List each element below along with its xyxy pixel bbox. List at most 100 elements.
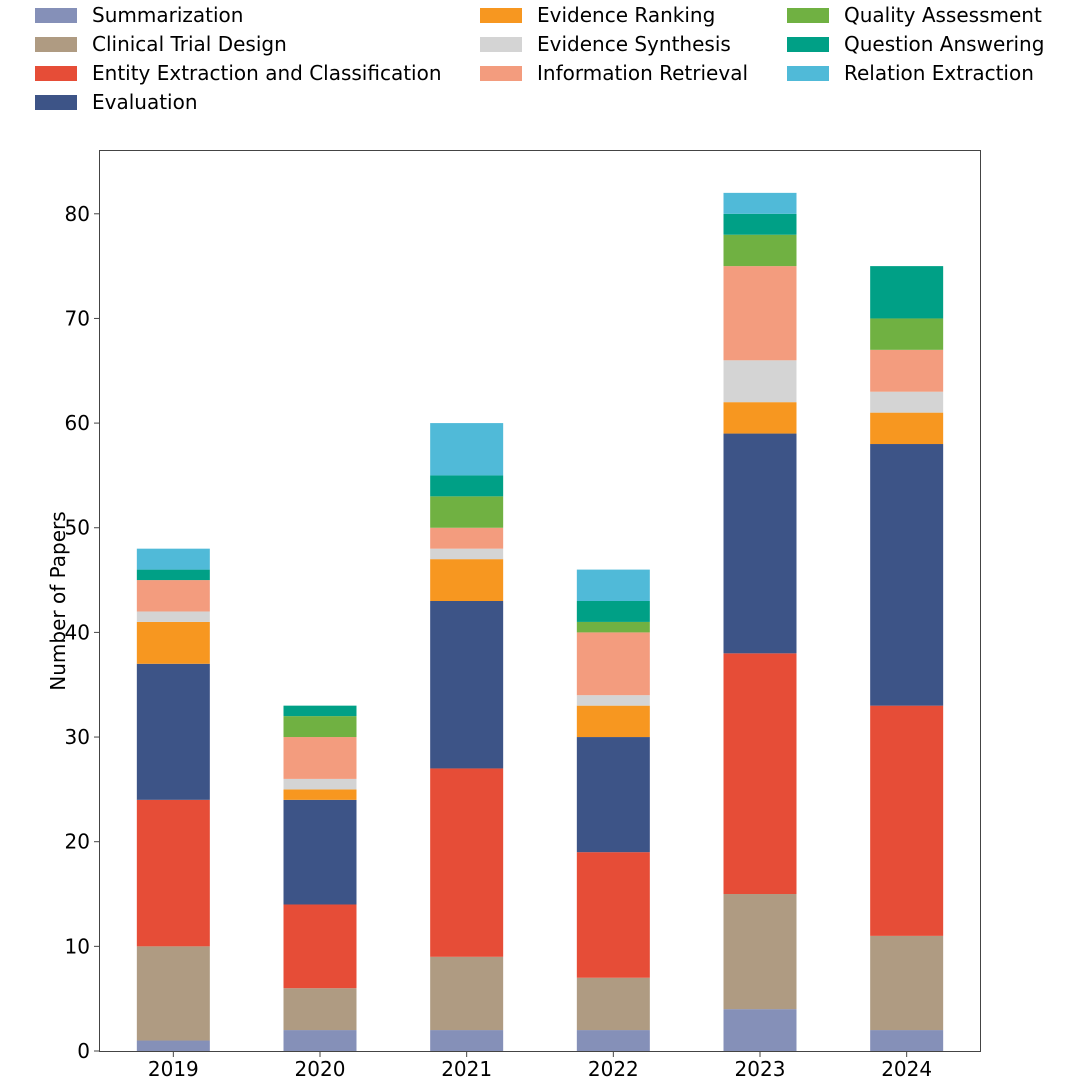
bar-2020-quality-assessment [283, 716, 357, 738]
bar-2022-clinical-trial-design [576, 977, 650, 1031]
bar-2023-question-answering [723, 213, 797, 235]
x-tick-label: 2024 [881, 1057, 932, 1080]
bar-2022-information-retrieval [576, 632, 650, 696]
bar-2024-evaluation [870, 444, 944, 706]
bar-2024-quality-assessment [870, 318, 944, 350]
x-tick-label: 2023 [735, 1057, 786, 1080]
y-tick-label: 80 [65, 202, 90, 226]
bar-2021-clinical-trial-design [430, 956, 504, 1031]
bar-2024-question-answering [870, 266, 944, 319]
bar-2023-evaluation [723, 433, 797, 654]
bar-2021-evidence-synthesis [430, 548, 504, 560]
legend-item-clinical-trial-design: Clinical Trial Design [35, 32, 287, 56]
bar-2022-evidence-synthesis [576, 695, 650, 706]
legend-swatch-summarization [35, 7, 77, 23]
bar-2019-clinical-trial-design [136, 946, 210, 1041]
bar-2020-entity-extraction-and-classification [283, 904, 357, 989]
bar-2021-information-retrieval [430, 527, 504, 549]
bar-2022-quality-assessment [576, 621, 650, 633]
x-tick-label: 2022 [588, 1057, 639, 1080]
legend-item-evidence-ranking: Evidence Ranking [480, 3, 715, 27]
x-tick-label: 2019 [148, 1057, 199, 1080]
y-tick-label: 70 [65, 306, 90, 330]
y-tick-label: 50 [65, 516, 90, 540]
bar-2022-entity-extraction-and-classification [576, 852, 650, 978]
legend-swatch-evidence-synthesis [480, 36, 522, 52]
bar-2022-relation-extraction [576, 569, 650, 601]
bar-2021-quality-assessment [430, 496, 504, 528]
bar-2024-evidence-synthesis [870, 391, 944, 413]
bar-2022-evidence-ranking [576, 705, 650, 738]
bar-2020-clinical-trial-design [283, 988, 357, 1031]
bar-2024-information-retrieval [870, 349, 944, 392]
legend-item-summarization: Summarization [35, 3, 243, 27]
bar-2022-summarization [576, 1030, 650, 1051]
y-tick-label: 30 [65, 725, 90, 749]
legend-item-information-retrieval: Information Retrieval [480, 61, 748, 85]
x-axis: 2019 2020 2021 2022 2023 2024 [148, 1051, 932, 1080]
bar-2020-evidence-ranking [283, 789, 357, 800]
legend-swatch-information-retrieval [480, 65, 522, 81]
legend-label-evidence-ranking: Evidence Ranking [537, 3, 716, 27]
bar-2023-summarization [723, 1009, 797, 1051]
bar-2024-entity-extraction-and-classification [870, 705, 944, 936]
bar-2021-summarization [430, 1030, 504, 1051]
legend-label-quality-assessment: Quality Assessment [844, 3, 1042, 27]
legend-swatch-evidence-ranking [480, 7, 522, 23]
bar-2024-summarization [870, 1030, 944, 1051]
bar-2019-information-retrieval [136, 580, 210, 612]
legend-item-relation-extraction: Relation Extraction [787, 61, 1034, 85]
bar-2020-summarization [283, 1030, 357, 1051]
chart-legend: Summarization Clinical Trial Design Enti… [0, 0, 1080, 120]
bar-2020-information-retrieval [283, 737, 357, 779]
y-tick-label: 0 [77, 1039, 90, 1063]
bar-2021-entity-extraction-and-classification [430, 768, 504, 957]
bar-2023-quality-assessment [723, 234, 797, 267]
legend-label-evidence-synthesis: Evidence Synthesis [537, 32, 731, 56]
legend-label-summarization: Summarization [92, 3, 244, 27]
plot-frame [99, 150, 981, 1052]
legend-label-entity-extraction: Entity Extraction and Classification [92, 61, 442, 85]
bar-2019-summarization [136, 1040, 210, 1051]
legend-label-relation-extraction: Relation Extraction [844, 61, 1034, 85]
bar-2023-clinical-trial-design [723, 894, 797, 1010]
bar-2021-question-answering [430, 475, 504, 497]
legend-swatch-quality-assessment [787, 7, 829, 23]
legend-swatch-clinical-trial-design [35, 36, 77, 52]
legend-swatch-entity-extraction [35, 65, 77, 81]
bar-2021-relation-extraction [430, 423, 504, 476]
bar-2019-evidence-synthesis [136, 611, 210, 622]
legend-label-evaluation: Evaluation [92, 90, 198, 114]
legend-swatch-relation-extraction [787, 65, 829, 81]
bar-2024-evidence-ranking [870, 412, 944, 445]
bar-2023-evidence-ranking [723, 402, 797, 434]
y-axis-label: Number of Papers [46, 511, 70, 690]
bar-2023-relation-extraction [723, 192, 797, 214]
bar-2020-question-answering [283, 705, 357, 717]
legend-item-question-answering: Question Answering [787, 32, 1044, 56]
bar-2023-information-retrieval [723, 266, 797, 361]
bar-2019-question-answering [136, 569, 210, 581]
bar-2019-entity-extraction-and-classification [136, 799, 210, 947]
y-tick-label: 40 [65, 620, 90, 644]
legend-swatch-evaluation [35, 94, 77, 110]
bar-2022-question-answering [576, 601, 650, 622]
bar-2022-evaluation [576, 737, 650, 853]
bar-2021-evaluation [430, 601, 504, 769]
bar-2021-evidence-ranking [430, 559, 504, 601]
y-axis: 0 10 20 30 40 50 60 70 80 [65, 202, 100, 1063]
bar-2019-evidence-ranking [136, 621, 210, 664]
x-tick-label: 2021 [441, 1057, 492, 1080]
bar-2023-evidence-synthesis [723, 360, 797, 403]
bar-2019-relation-extraction [136, 548, 210, 570]
y-tick-label: 10 [65, 934, 90, 958]
legend-label-question-answering: Question Answering [844, 32, 1045, 56]
legend-label-clinical-trial-design: Clinical Trial Design [92, 32, 287, 56]
legend-item-entity-extraction: Entity Extraction and Classification [35, 61, 442, 85]
legend-swatch-question-answering [787, 36, 829, 52]
y-tick-label: 60 [65, 411, 90, 435]
legend-item-evidence-synthesis: Evidence Synthesis [480, 32, 731, 56]
bar-2019-evaluation [136, 663, 210, 800]
legend-label-information-retrieval: Information Retrieval [537, 61, 749, 85]
bar-2020-evidence-synthesis [283, 778, 357, 790]
